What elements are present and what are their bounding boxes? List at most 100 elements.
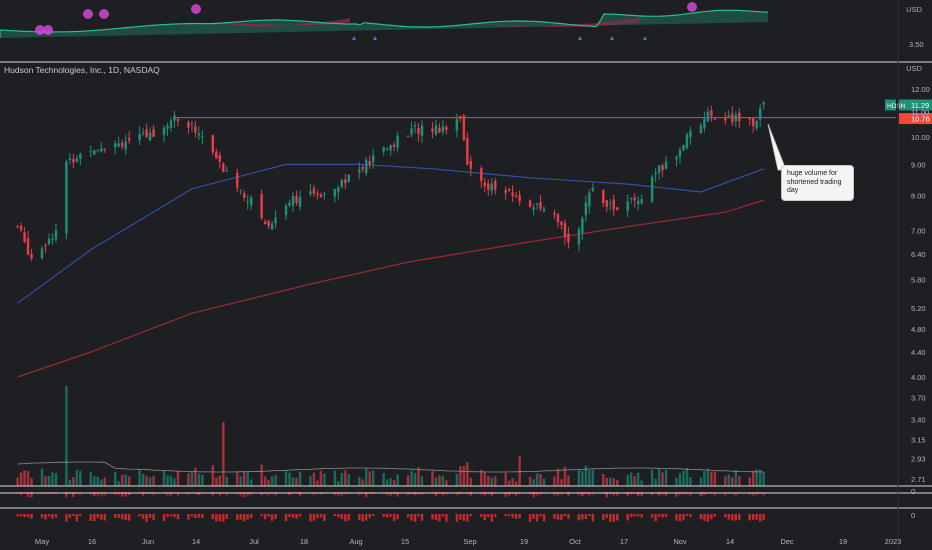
oscillator2-bar [26,514,30,518]
volume-bar [337,481,340,486]
oscillator2-bar [553,514,556,519]
candle-body [657,165,661,173]
x-tick-label: 17 [620,537,628,546]
oscillator2-bar [267,514,270,517]
oscillator2-bar [288,514,291,518]
oscillator2-bar [260,514,263,517]
candle-body [365,159,368,174]
oscillator2-bar [455,514,459,522]
candle-body [480,168,483,182]
x-tick-label: 2023 [885,537,902,546]
volume-bar [344,470,347,486]
volume-bar [420,476,424,486]
oscillator-bar [724,492,727,496]
oscillator-bar [274,492,277,496]
oscillator2-bar [100,514,103,520]
candle-body [699,125,703,134]
candle-body [640,198,643,204]
volume-bar [483,471,486,486]
oscillator-bar [242,492,246,498]
candle-body [567,233,570,243]
oscillator2-bar [661,514,664,518]
volume-bar [19,472,23,486]
volume-bar [368,471,371,486]
oscillator2-bar [75,514,79,522]
volume-bar [703,470,706,486]
oscillator2-bar [40,514,44,519]
oscillator2-bar [284,514,288,522]
oscillator-bar [358,492,361,496]
volume-bar [148,477,152,486]
oscillator2-bar [236,514,239,520]
oscillator2-bar [169,514,173,517]
candle-body [706,111,710,121]
oscillator-bar [734,492,738,497]
oscillator-bar [127,492,131,496]
candle-body [528,200,532,208]
oscillator2-bar [361,514,364,522]
candle-body [487,183,490,190]
candle-body [103,149,106,151]
oscillator2-bar [127,514,131,521]
oscillator-bar [762,492,765,496]
candle-body [284,205,288,216]
oscillator-bar [100,492,103,497]
oscillator-bar [30,492,33,498]
oscillator2-bar [504,514,507,517]
oscillator2-bar [72,514,75,517]
oscillator2-bar [295,514,298,519]
volume-bar [51,472,54,486]
candle-body [68,158,72,160]
volume-bar [246,471,249,486]
candle-body [636,200,640,205]
volume-bar [417,467,420,486]
volume-bar [242,470,246,486]
candle-body [518,195,521,202]
candle-body [616,207,619,211]
oscillator-bar [553,492,556,496]
candle-body [751,117,755,127]
oscillator2-bar [626,514,629,521]
candle-body [762,102,765,105]
volume-bar [567,475,570,486]
oscillator-bar [532,492,535,498]
oscillator2-bar [420,514,424,521]
oscillator-bar [689,492,692,496]
y-tick-label: 2.71 [911,475,926,484]
volume-bar [605,477,609,486]
candle-body [441,126,445,133]
candle-body [368,160,371,165]
oscillator2-bar [145,514,148,522]
volume-bar [93,476,96,486]
candle-body [584,202,588,216]
oscillator-bar [490,492,493,496]
oscillator2-bar [640,514,643,518]
resistance-price-tag [899,113,932,125]
volume-bar [748,477,751,486]
candle-body [337,187,340,192]
oscillator-bar [396,492,399,497]
candle-body [724,117,727,121]
top-currency-label: USD [906,5,922,14]
candle-body [236,172,239,188]
volume-bar [365,468,368,486]
volume-bar [727,474,731,486]
volume-bar [731,477,734,486]
candle-body [382,147,385,152]
volume-bar [612,478,615,486]
candle-body [494,180,497,190]
oscillator2-bar [389,514,392,517]
candle-body [560,221,563,225]
last-price-label: 11.29 [911,101,929,110]
oscillator2-bar [434,514,438,521]
candle-body [504,190,507,193]
oscillator2-bar [79,514,82,517]
x-tick-label: 19 [839,537,847,546]
oscillator2-bar [710,514,713,520]
candle-body [462,115,466,141]
candle-body [434,125,438,135]
candle-body [553,212,556,215]
oscillator2-bar [748,514,751,521]
oscillator2-bar [762,514,765,521]
oscillator-bar [340,492,344,496]
